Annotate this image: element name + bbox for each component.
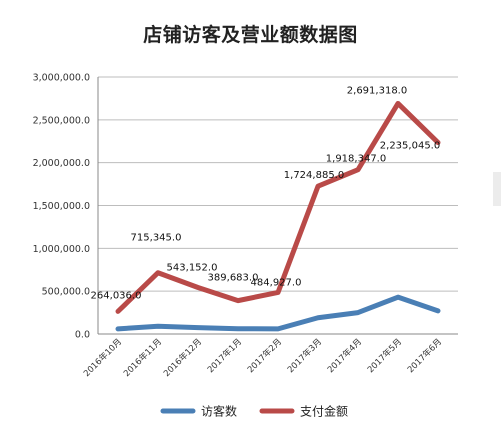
data-labels: 264,036.0 715,345.0 543,152.0389,683.0484,… [91, 85, 441, 301]
edge-decoration [493, 172, 501, 206]
x-tick-label: 2016年10月 [81, 336, 124, 379]
y-tick-label: 3,000,000.0 [33, 73, 90, 84]
y-tick-label: 2,000,000.0 [33, 158, 90, 169]
series-line-0 [115, 294, 441, 332]
data-label: 389,683.0 [208, 273, 259, 284]
y-tick-label: 1,500,000.0 [33, 201, 90, 212]
x-tick-label: 2017年6月 [405, 336, 444, 375]
x-tick-label: 2016年11月 [121, 336, 164, 379]
data-label: 543,152.0 [167, 262, 218, 273]
data-label: 1,724,885.0 [284, 170, 344, 181]
series-lines [115, 100, 441, 332]
y-tick-label: 1,000,000.0 [33, 244, 90, 255]
y-tick-label: 0.0 [75, 330, 90, 341]
x-tick-label: 2017年1月 [205, 336, 244, 375]
legend-label: 访客数 [201, 404, 237, 419]
data-label: 2,235,045.0 [380, 141, 440, 152]
data-label: 484,927.0 [251, 277, 302, 288]
x-tick-label: 2016年12月 [161, 336, 204, 379]
data-label: 715,345.0 [131, 233, 182, 244]
y-axis-ticks: 0.0 500,000.0 1,000,000.0 1,500,000.0 2,000,… [33, 73, 90, 341]
y-tick-label: 2,500,000.0 [33, 115, 90, 126]
x-tick-label: 2017年5月 [365, 336, 404, 375]
x-tick-label: 2017年3月 [285, 336, 324, 375]
grid-lines [97, 76, 458, 335]
x-tick-label: 2017年4月 [325, 336, 364, 375]
data-label: 2,691,318.0 [347, 85, 407, 96]
data-label: 1,918,347.0 [326, 154, 386, 165]
series-line-1 [115, 100, 441, 314]
chart-title: 店铺访客及营业额数据图 [143, 24, 358, 46]
x-tick-label: 2017年2月 [245, 336, 284, 375]
legend: 访客数 支付金额 [160, 404, 348, 419]
data-label: 264,036.0 [91, 290, 142, 301]
legend-label: 支付金额 [300, 404, 348, 419]
y-tick-label: 500,000.0 [42, 287, 90, 298]
